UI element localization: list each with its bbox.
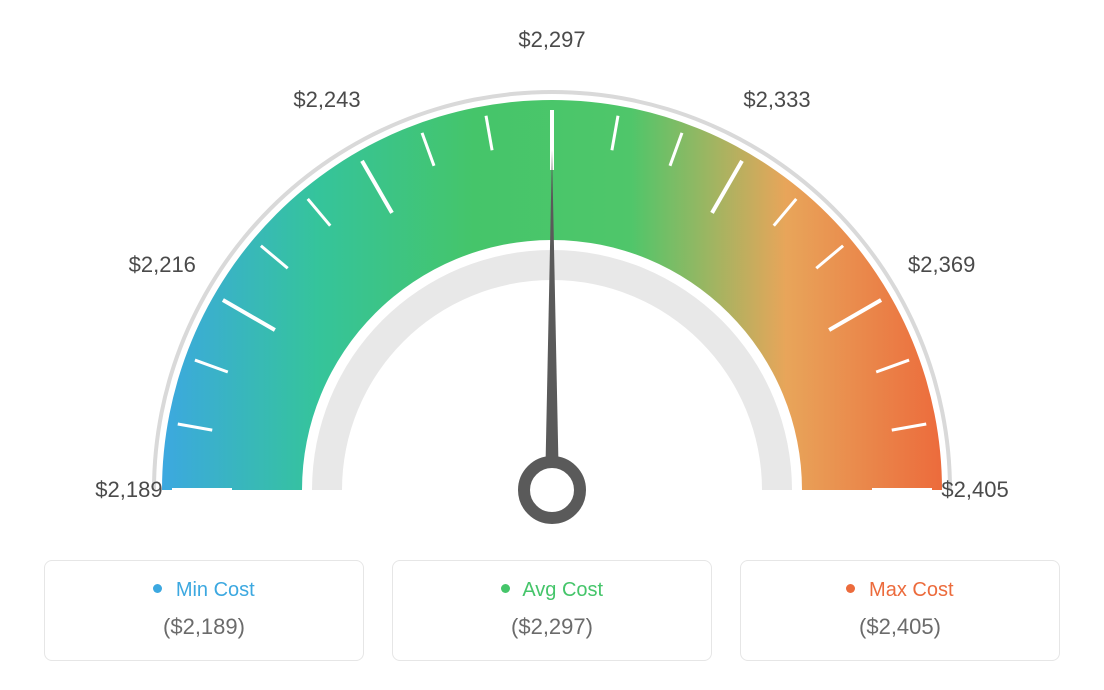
gauge-svg [22,20,1082,540]
gauge-chart: $2,189 $2,216 $2,243 $2,297 $2,333 $2,369 $2,4… [22,20,1082,540]
min-cost-card: Min Cost ($2,189) [44,560,364,661]
avg-cost-card: Avg Cost ($2,297) [392,560,712,661]
max-cost-card: Max Cost ($2,405) [740,560,1060,661]
max-cost-title: Max Cost [751,579,1049,602]
min-cost-title: Min Cost [55,579,353,602]
avg-cost-title: Avg Cost [403,579,701,602]
dot-icon [153,584,162,593]
gauge-tick-label: $2,333 [743,87,810,113]
summary-cards: Min Cost ($2,189) Avg Cost ($2,297) Max … [20,560,1084,661]
max-cost-label: Max Cost [869,579,953,601]
gauge-tick-label: $2,189 [95,477,162,503]
avg-cost-value: ($2,297) [403,614,701,640]
min-cost-label: Min Cost [176,579,255,601]
gauge-tick-label: $2,369 [908,252,975,278]
min-cost-value: ($2,189) [55,614,353,640]
gauge-tick-label: $2,297 [518,27,585,53]
gauge-tick-label: $2,405 [941,477,1008,503]
gauge-tick-label: $2,216 [129,252,196,278]
dot-icon [501,584,510,593]
max-cost-value: ($2,405) [751,614,1049,640]
gauge-tick-label: $2,243 [293,87,360,113]
dot-icon [846,584,855,593]
avg-cost-label: Avg Cost [522,579,603,601]
